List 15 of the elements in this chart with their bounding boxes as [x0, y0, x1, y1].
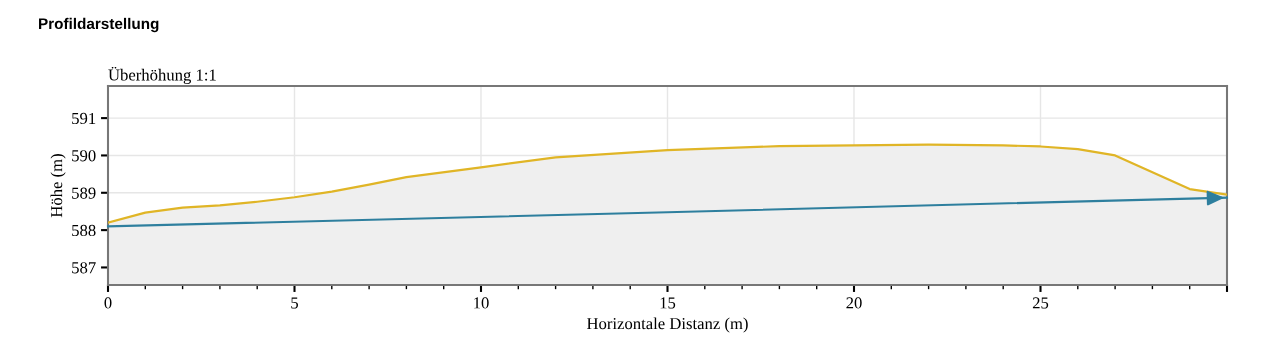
y-tick-label: 591 — [72, 112, 96, 125]
y-tick-label: 587 — [72, 262, 96, 274]
chart-subtitle: Überhöhung 1:1 — [108, 66, 216, 85]
x-tick-label: 20 — [846, 297, 862, 309]
x-tick-label: 5 — [291, 297, 299, 309]
x-tick-label: 15 — [660, 297, 676, 309]
x-axis-title: Horizontale Distanz (m) — [586, 317, 748, 333]
chart-title: Profildarstellung — [39, 17, 159, 33]
y-tick-label: 589 — [72, 187, 96, 199]
x-tick-label: 25 — [1032, 297, 1049, 309]
y-axis-title: Höhe (m) — [50, 154, 66, 218]
x-tick-label: 0 — [104, 297, 112, 309]
x-tick-label: 10 — [474, 297, 489, 309]
y-tick-label: 588 — [72, 224, 96, 237]
y-tick-label: 590 — [72, 150, 96, 162]
